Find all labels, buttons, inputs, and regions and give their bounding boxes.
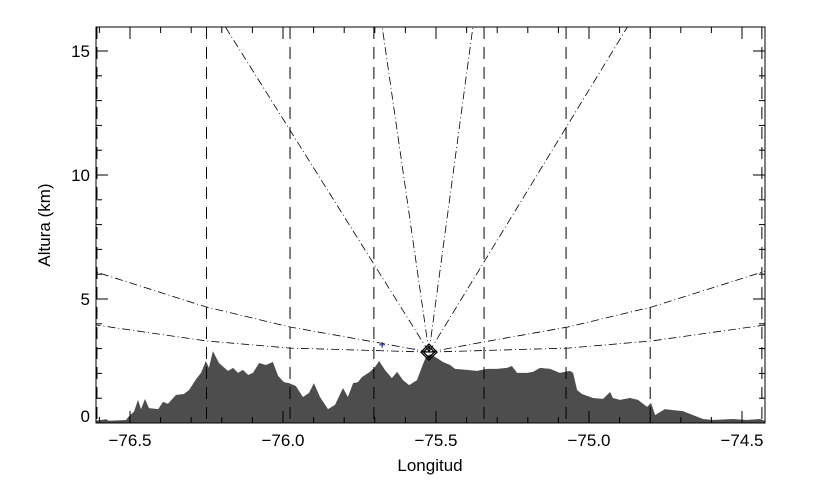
- beam-line: [428, 27, 628, 353]
- y-tick-label: 10: [71, 166, 90, 185]
- x-tick-label: −75.0: [567, 431, 610, 450]
- beam-line: [224, 27, 430, 353]
- axes: [95, 26, 766, 424]
- beam-line: [428, 270, 765, 353]
- x-tick-label: −76.0: [261, 431, 304, 450]
- x-axis-title: Longitud: [397, 456, 462, 475]
- terrain-area: [96, 351, 765, 423]
- beam-line: [428, 27, 474, 353]
- beam-line: [96, 324, 430, 353]
- vertical-dashed-lines: [96, 27, 763, 423]
- y-tick-label: 15: [71, 42, 90, 61]
- y-tick-label: 0: [81, 407, 90, 426]
- tick-labels: −76.5 −76.0 −75.5 −75.0 −74.5 0 5 10 15: [71, 42, 763, 450]
- y-axis-title: Altura (km): [35, 183, 54, 266]
- dot-marker: [413, 348, 415, 350]
- markers: [379, 341, 438, 361]
- radar-diamond-marker: [422, 345, 436, 359]
- y-tick-label: 5: [81, 290, 90, 309]
- x-tick-label: −75.5: [414, 431, 457, 450]
- terrain-layer: [96, 351, 765, 423]
- radar-diamond-marker: [420, 343, 438, 361]
- beam-line: [381, 27, 430, 353]
- beam-line: [96, 271, 430, 353]
- x-tick-label: −76.5: [108, 431, 151, 450]
- beam-lines: [96, 27, 765, 353]
- beam-line: [428, 324, 765, 353]
- x-tick-label: −74.5: [720, 431, 763, 450]
